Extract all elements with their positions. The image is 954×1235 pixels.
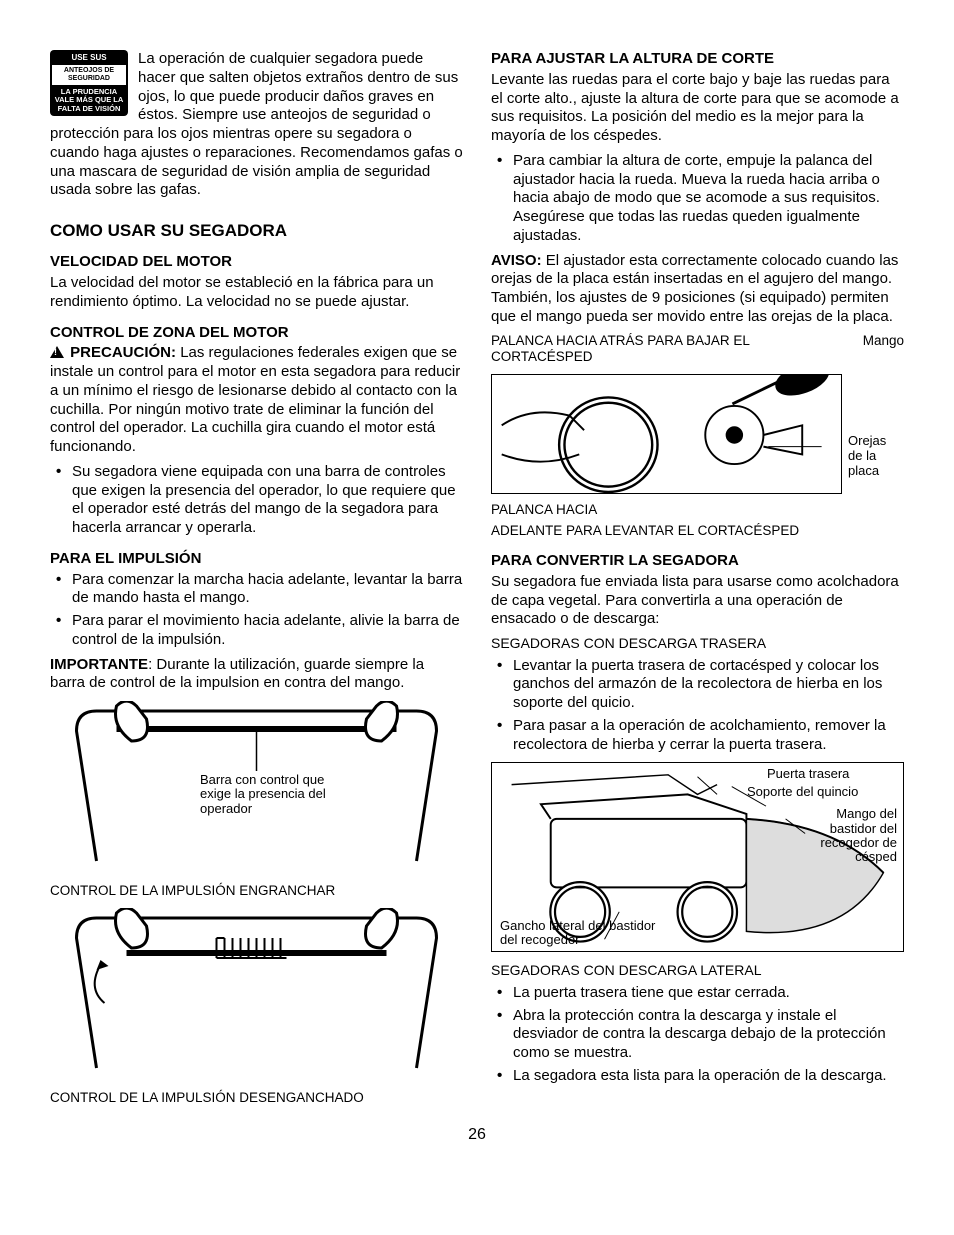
control-heading: CONTROL DE ZONA DEL MOTOR (50, 324, 463, 343)
fig3-top-labels: PALANCA HACIA ATRÁS PARA BAJAR EL CORTAC… (491, 333, 904, 367)
figure-handle-engaged: Barra con control que exige la presencia… (50, 701, 463, 875)
safety-glasses-badge: USE SUS ANTEOJOS DE SEGURIDAD LA PRUDENC… (50, 50, 128, 116)
convertir-text: Su segadora fue enviada lista para usars… (491, 573, 904, 629)
badge-mid-line1: ANTEOJOS DE (64, 67, 114, 74)
importante-label: IMPORTANTE (50, 656, 148, 673)
figure-height-adjust: Orejas de la placa (491, 374, 904, 494)
main-heading: COMO USAR SU SEGADORA (50, 220, 463, 241)
fig4-label-below: Gancho lateral del bastidor del recogedo… (500, 919, 660, 948)
fig1-inner-label: Barra con control que exige la presencia… (200, 773, 340, 816)
seg-trasera-li1: Levantar la puerta trasera de cortacéspe… (491, 657, 904, 713)
impulsion-li2: Para parar el movimiento hacia adelante,… (50, 612, 463, 650)
seg-trasera-list: Levantar la puerta trasera de cortacéspe… (491, 657, 904, 755)
right-column: PARA AJUSTAR LA ALTURA DE CORTE Levante … (491, 50, 904, 1107)
fig4-label-2: Soporte del quincio (747, 785, 897, 799)
left-column: USE SUS ANTEOJOS DE SEGURIDAD LA PRUDENC… (50, 50, 463, 1107)
badge-mid: ANTEOJOS DE SEGURIDAD (50, 65, 128, 84)
seg-lateral-heading: SEGADORAS CON DESCARGA LATERAL (491, 962, 904, 980)
grass-catcher-illustration-box: Puerta trasera Soporte del quincio Mango… (491, 762, 904, 952)
fig4-label-1: Puerta trasera (767, 767, 897, 781)
aviso-body: El ajustador esta correctamente colocado… (491, 252, 898, 325)
convertir-heading: PARA CONVERTIR LA SEGADORA (491, 552, 904, 571)
altura-list: Para cambiar la altura de corte, empuje … (491, 152, 904, 246)
seg-lateral-li3: La segadora esta lista para la operación… (491, 1067, 904, 1086)
figure-grass-catcher: Puerta trasera Soporte del quincio Mango… (491, 762, 904, 952)
velocidad-heading: VELOCIDAD DEL MOTOR (50, 253, 463, 272)
seg-lateral-list: La puerta trasera tiene que estar cerrad… (491, 984, 904, 1086)
badge-mid-line2: SEGURIDAD (68, 75, 110, 82)
height-adjust-illustration (492, 375, 841, 494)
precaucion-label: PRECAUCIÓN: (70, 344, 176, 361)
impulsion-li1: Para comenzar la marcha hacia adelante, … (50, 571, 463, 609)
impulsion-list: Para comenzar la marcha hacia adelante, … (50, 571, 463, 650)
fig3-caption-line2: ADELANTE PARA LEVANTAR EL CORTACÉSPED (491, 523, 904, 540)
velocidad-text: La velocidad del motor se estableció en … (50, 274, 463, 312)
altura-li1: Para cambiar la altura de corte, empuje … (491, 152, 904, 246)
seg-trasera-heading: SEGADORAS CON DESCARGA TRASERA (491, 635, 904, 653)
impulsion-heading: PARA EL IMPULSIÓN (50, 550, 463, 569)
badge-bot: LA PRUDENCIA VALE MÁS QUE LA FALTA DE VI… (50, 85, 128, 117)
altura-text: Levante las ruedas para el corte bajo y … (491, 71, 904, 146)
fig4-label-3: Mango del bastidor del recogedor de césp… (787, 807, 897, 864)
aviso-label: AVISO: (491, 252, 542, 269)
figure-handle-disengaged (50, 908, 463, 1082)
control-text: PRECAUCIÓN: Las regulaciones federales e… (50, 344, 463, 457)
fig2-caption: CONTROL DE LA IMPULSIÓN DESENGANCHADO (50, 1090, 463, 1107)
control-li1: Su segadora viene equipada con una barra… (50, 463, 463, 538)
handle-disengaged-illustration (50, 908, 463, 1078)
fig3-caption-line1: PALANCA HACIA (491, 502, 904, 519)
page-number: 26 (50, 1125, 904, 1145)
warning-triangle-icon (50, 346, 64, 358)
intro-block: USE SUS ANTEOJOS DE SEGURIDAD LA PRUDENC… (50, 50, 463, 206)
two-column-layout: USE SUS ANTEOJOS DE SEGURIDAD LA PRUDENC… (50, 50, 904, 1107)
seg-lateral-li1: La puerta trasera tiene que estar cerrad… (491, 984, 904, 1003)
seg-lateral-li2: Abra la protección contra la descarga y … (491, 1007, 904, 1063)
fig3-label-right: Mango (863, 333, 904, 367)
altura-heading: PARA AJUSTAR LA ALTURA DE CORTE (491, 50, 904, 69)
height-adjust-illustration-box (491, 374, 842, 494)
seg-trasera-li2: Para pasar a la operación de acolchamien… (491, 717, 904, 755)
aviso-text: AVISO: El ajustador esta correctamente c… (491, 252, 904, 327)
importante-text: IMPORTANTE: Durante la utilización, guar… (50, 656, 463, 694)
fig3-side-label: Orejas de la placa (848, 374, 904, 479)
control-list: Su segadora viene equipada con una barra… (50, 463, 463, 538)
badge-top: USE SUS (50, 50, 128, 65)
fig3-label-left: PALANCA HACIA ATRÁS PARA BAJAR EL CORTAC… (491, 333, 751, 367)
badge-bot-line3: FALTA DE VISIÓN (58, 104, 121, 113)
fig1-caption: CONTROL DE LA IMPULSIÓN ENGRANCHAR (50, 883, 463, 900)
